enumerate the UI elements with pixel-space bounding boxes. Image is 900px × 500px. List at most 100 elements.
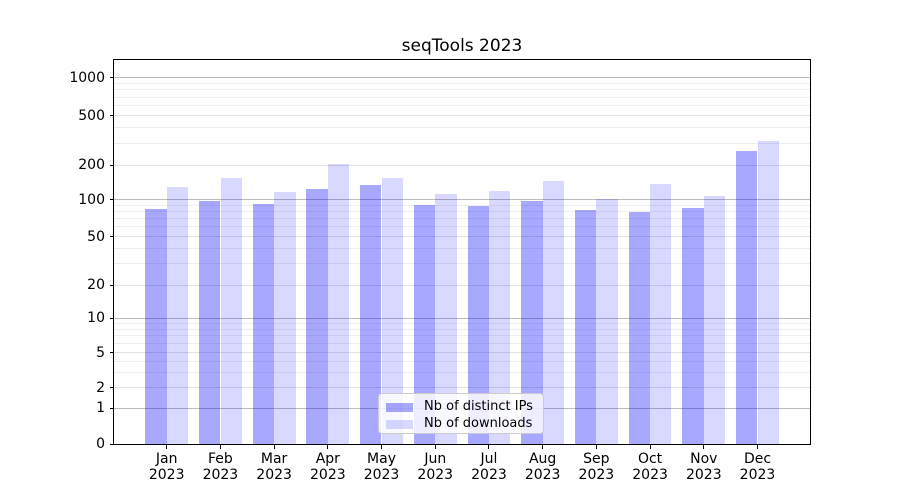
gridline-minor <box>114 142 810 144</box>
gridline-minor <box>114 204 810 206</box>
bar-downloads-dec <box>757 141 779 444</box>
x-tick-label-month: Aug <box>528 451 557 467</box>
x-tick-label-month: Jan <box>155 451 178 467</box>
y-tick-label: 1000 <box>69 69 105 86</box>
bar-downloads-feb <box>220 177 242 444</box>
bar-distinct-ips-mar <box>252 204 275 444</box>
x-tick-label-month: Feb <box>208 451 233 467</box>
x-tick-label: Apr 2023 <box>300 451 356 483</box>
x-tick-label-year: 2023 <box>632 467 668 483</box>
x-tick-label-month: Jun <box>424 451 447 467</box>
x-tick-label: May 2023 <box>354 451 410 483</box>
bar-distinct-ips-jul <box>467 205 489 444</box>
gridline-minor <box>114 328 810 330</box>
bar-downloads-apr <box>327 164 350 444</box>
x-tick-label-year: 2023 <box>310 467 346 483</box>
x-tick-label: Jun 2023 <box>407 451 463 483</box>
y-tick-label: 20 <box>87 277 105 293</box>
gridline-minor <box>114 335 810 337</box>
x-tick-label: Sep 2023 <box>568 451 624 483</box>
x-tick <box>273 445 275 449</box>
x-tick-label-year: 2023 <box>578 467 615 483</box>
gridline-minor <box>114 211 810 213</box>
y-tick <box>109 284 114 286</box>
y-tick-label: 2 <box>96 379 105 396</box>
bar-downloads-may <box>381 177 403 444</box>
gridline-minor <box>114 247 810 249</box>
bar-distinct-ips-apr <box>306 189 328 444</box>
legend: Nb of distinct IPs Nb of downloads <box>378 393 544 434</box>
gridline-sub <box>114 236 810 238</box>
legend-label-distinct-ips: Nb of distinct IPs <box>424 399 533 414</box>
chart-title: seqTools 2023 <box>401 36 523 56</box>
x-tick <box>327 445 329 449</box>
plot-area <box>113 59 811 445</box>
x-tick-label-year: 2023 <box>471 467 507 483</box>
bar-downloads-jul <box>489 191 511 444</box>
x-tick-label-year: 2023 <box>148 467 185 483</box>
bar-distinct-ips-feb <box>199 201 221 444</box>
bar-distinct-ips-sep <box>574 209 597 444</box>
gridline-minor <box>114 89 810 91</box>
gridline-minor <box>114 218 810 220</box>
gridline-minor <box>114 127 810 129</box>
y-tick <box>109 115 114 116</box>
y-tick <box>109 443 114 445</box>
y-tick <box>109 317 114 319</box>
x-tick <box>434 445 436 449</box>
legend-item-distinct-ips: Nb of distinct IPs <box>386 399 535 415</box>
x-tick-label-year: 2023 <box>202 467 239 483</box>
y-tick <box>109 236 114 238</box>
gridline-minor <box>114 226 810 228</box>
bar-distinct-ips-dec <box>736 151 758 444</box>
x-tick-label: Aug 2023 <box>515 451 571 483</box>
bar-downloads-nov <box>703 195 726 444</box>
y-tick-label: 50 <box>87 228 105 245</box>
x-tick-label: Nov 2023 <box>676 451 732 483</box>
bar-downloads-sep <box>596 198 618 444</box>
x-tick-label: Jul 2023 <box>461 451 517 483</box>
x-tick-label-month: Apr <box>315 451 340 467</box>
x-tick <box>542 445 544 449</box>
bar-layer <box>114 60 810 444</box>
x-tick-label: Mar 2023 <box>246 451 302 483</box>
x-tick-label-year: 2023 <box>256 467 292 483</box>
legend-item-downloads: Nb of downloads <box>386 416 535 432</box>
gridline-sub <box>114 164 810 166</box>
x-tick-label: Dec 2023 <box>730 451 786 483</box>
gridline-minor <box>114 82 810 84</box>
x-tick <box>488 445 490 449</box>
x-tick-label-year: 2023 <box>685 467 722 483</box>
bar-distinct-ips-jun <box>413 205 436 444</box>
x-tick-label: Feb 2023 <box>192 451 248 483</box>
x-tick <box>219 445 221 449</box>
legend-swatch-downloads <box>386 419 413 429</box>
grid-layer <box>114 60 810 444</box>
legend-swatch-distinct-ips <box>386 402 413 412</box>
gridline-minor <box>114 96 810 98</box>
gridline-sub <box>114 352 810 353</box>
gridline-minor <box>114 322 810 324</box>
bar-downloads-oct <box>650 183 672 444</box>
bar-downloads-jun <box>435 193 457 444</box>
x-tick-label-year: 2023 <box>417 467 454 483</box>
gridline-sub <box>114 115 810 116</box>
x-tick-label-month: May <box>367 451 396 467</box>
x-tick <box>595 445 597 449</box>
x-tick-label-month: Dec <box>743 451 772 467</box>
x-tick-label-month: Sep <box>583 451 610 467</box>
bar-downloads-mar <box>274 191 296 444</box>
gridline-major <box>114 77 810 78</box>
y-tick <box>109 352 114 353</box>
gridline-sub <box>114 284 810 286</box>
x-tick-label-year: 2023 <box>363 467 400 483</box>
y-tick-label: 1 <box>96 400 105 417</box>
y-tick-label: 10 <box>87 310 105 327</box>
y-tick <box>109 407 114 409</box>
y-tick <box>109 77 114 78</box>
bar-distinct-ips-oct <box>628 211 650 444</box>
x-tick-label-month: Oct <box>637 451 663 467</box>
bar-distinct-ips-may <box>360 184 382 444</box>
gridline-minor <box>114 360 810 362</box>
